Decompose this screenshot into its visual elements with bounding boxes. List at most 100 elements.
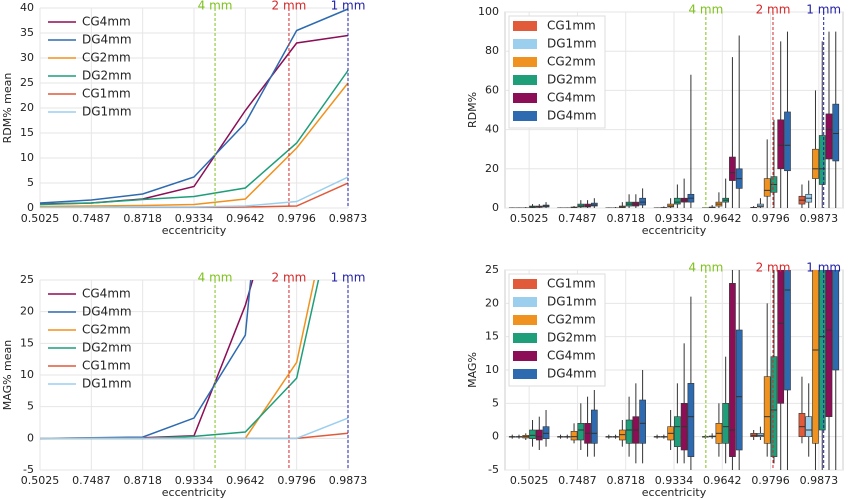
- legend-label: CG2mm: [82, 323, 131, 337]
- y-tick-label: 5: [492, 396, 499, 409]
- y-tick-label: 20: [485, 296, 499, 309]
- y-tick-label: 60: [485, 83, 499, 96]
- box: [805, 416, 813, 437]
- legend-label: DG1mm: [547, 37, 597, 51]
- legend-label: CG2mm: [547, 55, 596, 69]
- box: [722, 403, 730, 444]
- legend-label: DG2mm: [547, 73, 597, 87]
- box: [639, 399, 646, 444]
- box: [777, 119, 785, 170]
- legend-label: DG1mm: [547, 295, 597, 309]
- x-tick-label: 0.9334: [655, 212, 694, 225]
- legend-label: DG4mm: [82, 305, 132, 319]
- reference-label: 1 mm: [806, 3, 841, 17]
- x-tick-label: 0.5025: [21, 474, 60, 487]
- legend-swatch: [513, 315, 537, 325]
- legend-swatch: [513, 369, 537, 379]
- y-tick-label: 20: [20, 305, 34, 318]
- x-tick-label: 0.9873: [800, 474, 839, 487]
- y-tick-label: 25: [485, 263, 499, 276]
- box: [798, 413, 806, 437]
- y-tick-label: 80: [485, 44, 499, 57]
- y-tick-label: 10: [20, 151, 34, 164]
- reference-label: 2 mm: [756, 261, 791, 275]
- box: [784, 111, 791, 172]
- series-line: [40, 70, 348, 206]
- box: [832, 103, 840, 162]
- x-tick-label: 0.7487: [72, 212, 111, 225]
- x-tick-label: 0.7487: [558, 474, 597, 487]
- legend-label: CG1mm: [547, 277, 596, 291]
- x-tick-label: 0.9334: [175, 212, 214, 225]
- box: [529, 429, 536, 439]
- legend-label: DG1mm: [82, 377, 132, 391]
- box: [570, 431, 578, 441]
- reference-label: 2 mm: [272, 0, 307, 13]
- box: [542, 426, 550, 439]
- plot: [508, 270, 840, 470]
- panel: 0 5 10 15 20 25 30 35 40 0.5025 0.7487 0.8718 0.9334…: [1, 0, 367, 237]
- x-tick-label: 0.9873: [329, 474, 368, 487]
- box: [687, 383, 695, 457]
- box: [763, 178, 771, 197]
- box: [625, 419, 633, 444]
- legend-swatch: [513, 93, 537, 103]
- box: [729, 156, 736, 181]
- x-tick-label: 0.9642: [226, 212, 265, 225]
- legend-label: DG4mm: [547, 109, 597, 123]
- reference-label: 4 mm: [688, 3, 723, 17]
- legend-frame: [508, 15, 606, 129]
- y-tick-label: 100: [478, 5, 499, 18]
- y-tick-label: 40: [20, 1, 34, 14]
- x-tick-label: 0.5025: [21, 212, 60, 225]
- legend-swatch: [513, 333, 537, 343]
- y-tick-label: 15: [485, 330, 499, 343]
- reference-label: 1 mm: [331, 271, 366, 285]
- legend-label: CG1mm: [547, 19, 596, 33]
- legend-label: CG4mm: [82, 15, 131, 29]
- reference-label: 1 mm: [331, 0, 366, 13]
- x-tick-label: 0.9642: [703, 474, 742, 487]
- legend-label: DG4mm: [82, 33, 132, 47]
- x-tick-label: 0.9873: [800, 212, 839, 225]
- y-tick-label: 5: [27, 176, 34, 189]
- y-tick-label: 0: [492, 430, 499, 443]
- plot: [40, 280, 348, 440]
- y-tick-label: 15: [20, 126, 34, 139]
- series-line: [40, 417, 348, 440]
- x-tick-label: 0.9334: [655, 474, 694, 487]
- box: [763, 376, 771, 444]
- legend-swatch: [513, 351, 537, 361]
- box: [818, 270, 826, 431]
- legend-label: DG2mm: [82, 341, 132, 355]
- legend-swatch: [513, 111, 537, 121]
- panel: 0 20 40 60 80 100 0.5025 0.7487 0.8718 0.9334 0.96…: [466, 3, 844, 237]
- panel: -5 0 5 10 15 20 25 0.5025 0.7487 0.8718 0.9334 0.96…: [1, 271, 368, 500]
- legend-swatch: [513, 75, 537, 85]
- legend-label: CG4mm: [547, 91, 596, 105]
- box: [590, 409, 598, 444]
- box: [777, 270, 785, 404]
- series-line: [40, 8, 348, 204]
- box: [812, 270, 819, 444]
- x-tick-label: 0.9796: [751, 474, 790, 487]
- box: [535, 429, 543, 441]
- y-tick-label: 0: [492, 201, 499, 214]
- reference-label: 2 mm: [272, 271, 307, 285]
- x-tick-label: 0.8718: [606, 212, 645, 225]
- box: [735, 329, 743, 451]
- y-axis-label: MAG% mean: [1, 340, 14, 411]
- reference-label: 1 mm: [806, 261, 841, 275]
- legend-label: CG1mm: [82, 359, 131, 373]
- x-tick-label: 0.9642: [226, 474, 265, 487]
- box: [825, 113, 833, 160]
- legend-swatch: [513, 297, 537, 307]
- x-tick-label: 0.9796: [277, 474, 316, 487]
- legend-label: DG4mm: [547, 367, 597, 381]
- x-tick-label: 0.5025: [510, 474, 549, 487]
- box: [674, 197, 681, 205]
- reference-label: 4 mm: [198, 0, 233, 13]
- legend-label: DG2mm: [82, 69, 132, 83]
- box: [812, 148, 819, 179]
- legend-swatch: [513, 39, 537, 49]
